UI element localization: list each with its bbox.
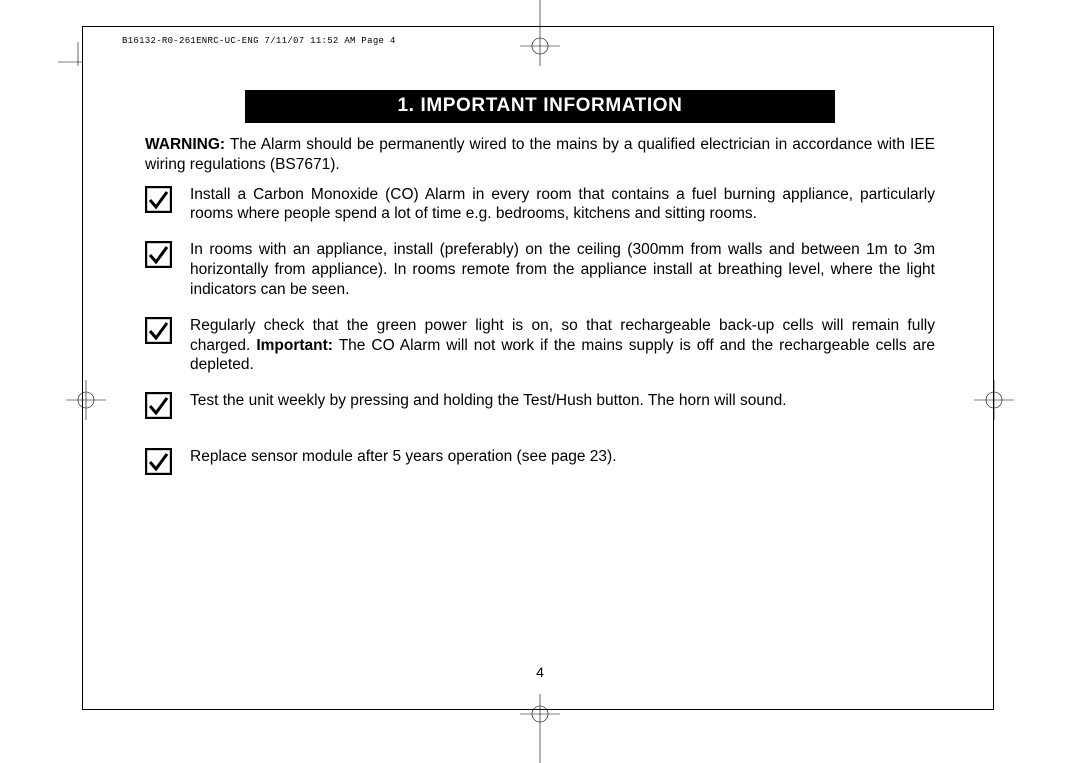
item-post: In rooms with an appliance, install (pre… <box>190 241 935 298</box>
checkmark-icon <box>145 392 172 419</box>
checklist-text: Regularly check that the green power lig… <box>190 316 935 375</box>
crop-tick-tl <box>58 42 82 66</box>
reg-mark-bottom-tick <box>536 734 544 763</box>
reg-mark-top <box>520 26 560 66</box>
checklist-text: Install a Carbon Monoxide (CO) Alarm in … <box>190 185 935 225</box>
item-post: Test the unit weekly by pressing and hol… <box>190 392 787 409</box>
reg-mark-left <box>66 380 106 420</box>
page-content: 1. IMPORTANT INFORMATION WARNING: The Al… <box>145 90 935 491</box>
reg-mark-top-tick <box>536 0 544 26</box>
checklist-text: Test the unit weekly by pressing and hol… <box>190 391 935 411</box>
warning-paragraph: WARNING: The Alarm should be permanently… <box>145 135 935 175</box>
reg-mark-bottom <box>520 694 560 734</box>
checkmark-icon <box>145 186 172 213</box>
item-bold: Important: <box>256 337 333 354</box>
item-post: Install a Carbon Monoxide (CO) Alarm in … <box>190 186 935 223</box>
checkmark-icon <box>145 448 172 475</box>
checklist-text: Replace sensor module after 5 years oper… <box>190 447 935 467</box>
section-heading: 1. IMPORTANT INFORMATION <box>245 90 835 123</box>
warning-label: WARNING: <box>145 136 225 153</box>
file-info: B16132-R0-261ENRC-UC-ENG 7/11/07 11:52 A… <box>122 36 396 46</box>
warning-text: The Alarm should be permanently wired to… <box>145 136 935 173</box>
checklist-item: Install a Carbon Monoxide (CO) Alarm in … <box>145 185 935 225</box>
checklist-item: Test the unit weekly by pressing and hol… <box>145 391 935 419</box>
checklist-item: Regularly check that the green power lig… <box>145 316 935 375</box>
reg-mark-right <box>974 380 1014 420</box>
page-number: 4 <box>0 664 1080 680</box>
item-post: Replace sensor module after 5 years oper… <box>190 448 617 465</box>
checklist-text: In rooms with an appliance, install (pre… <box>190 240 935 299</box>
checklist-item: Replace sensor module after 5 years oper… <box>145 447 935 475</box>
checkmark-icon <box>145 241 172 268</box>
checkmark-icon <box>145 317 172 344</box>
checklist-item: In rooms with an appliance, install (pre… <box>145 240 935 299</box>
